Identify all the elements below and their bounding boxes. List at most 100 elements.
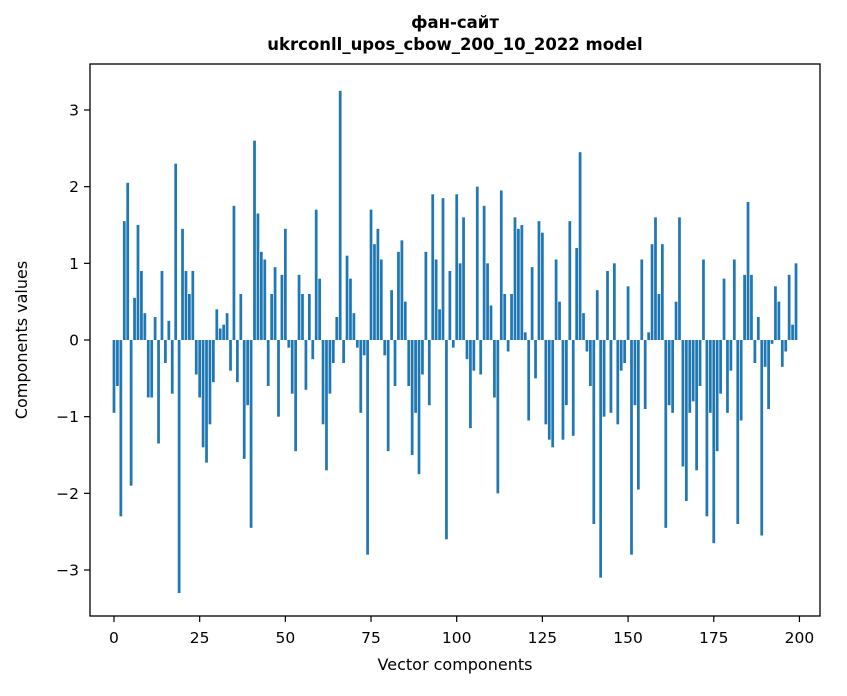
bar bbox=[636, 340, 640, 490]
y-tick-label: 2 bbox=[69, 178, 79, 196]
bar bbox=[534, 340, 537, 379]
bar bbox=[469, 340, 472, 429]
x-tick-label: 0 bbox=[109, 629, 119, 647]
bar bbox=[232, 205, 236, 340]
bar bbox=[623, 340, 627, 363]
bar bbox=[410, 340, 414, 455]
x-tick-label: 200 bbox=[785, 629, 815, 647]
bar bbox=[760, 340, 764, 536]
x-tick-label: 75 bbox=[361, 629, 381, 647]
bar bbox=[496, 340, 500, 494]
bar bbox=[674, 301, 678, 340]
bars-layer bbox=[112, 90, 798, 593]
bar bbox=[441, 198, 445, 340]
bar bbox=[359, 340, 363, 413]
bar bbox=[283, 228, 287, 340]
bar bbox=[726, 340, 729, 413]
bar bbox=[431, 194, 435, 340]
bar bbox=[366, 340, 369, 555]
bar bbox=[451, 340, 455, 348]
bar bbox=[684, 340, 688, 501]
bar bbox=[705, 340, 709, 517]
chart-title-line2: ukrconll_upos_cbow_200_10_2022 model bbox=[267, 35, 642, 54]
bar bbox=[657, 294, 661, 340]
x-tick-label: 150 bbox=[613, 629, 643, 647]
bar bbox=[177, 340, 181, 593]
bar bbox=[352, 313, 356, 340]
y-axis-label: Components values bbox=[12, 261, 31, 419]
x-tick-label: 25 bbox=[190, 629, 210, 647]
bar bbox=[619, 340, 623, 371]
bar bbox=[681, 340, 685, 467]
bar bbox=[736, 340, 740, 524]
bar bbox=[746, 202, 750, 340]
bar bbox=[647, 332, 651, 340]
bar bbox=[355, 340, 359, 348]
bar bbox=[122, 221, 126, 340]
bar bbox=[787, 274, 791, 340]
bar bbox=[225, 313, 229, 340]
bar bbox=[311, 340, 315, 360]
bar bbox=[664, 340, 668, 528]
bar bbox=[544, 340, 548, 425]
bar bbox=[307, 294, 311, 340]
bar bbox=[678, 217, 681, 340]
bar bbox=[256, 213, 260, 340]
bar bbox=[153, 317, 157, 340]
bar bbox=[249, 340, 253, 528]
bar bbox=[698, 340, 702, 386]
bar bbox=[582, 313, 585, 340]
bar bbox=[739, 340, 743, 421]
bar bbox=[170, 340, 174, 394]
bar bbox=[150, 340, 154, 398]
bar bbox=[126, 182, 130, 340]
bar bbox=[331, 340, 335, 363]
bar bbox=[242, 340, 246, 459]
bar bbox=[119, 340, 123, 517]
bar bbox=[270, 294, 274, 340]
bar bbox=[184, 271, 188, 340]
bar bbox=[424, 251, 428, 340]
x-tick-label: 50 bbox=[275, 629, 295, 647]
bar bbox=[325, 340, 328, 471]
bar bbox=[499, 190, 503, 340]
bar bbox=[732, 259, 736, 340]
bar bbox=[390, 290, 393, 340]
bar bbox=[421, 340, 424, 375]
bar bbox=[273, 267, 277, 340]
x-tick-label: 175 bbox=[699, 629, 729, 647]
bar bbox=[116, 340, 119, 386]
bar bbox=[750, 274, 753, 340]
bar bbox=[479, 340, 483, 375]
bar bbox=[304, 340, 308, 390]
y-tick-label: 0 bbox=[69, 332, 79, 350]
bar bbox=[386, 340, 390, 452]
bar bbox=[695, 340, 698, 471]
bar bbox=[318, 278, 321, 340]
bar bbox=[633, 340, 637, 406]
bar bbox=[194, 340, 198, 375]
bar bbox=[188, 294, 191, 340]
bar bbox=[486, 263, 489, 340]
bar bbox=[643, 340, 647, 409]
bar bbox=[297, 274, 301, 340]
bar bbox=[592, 340, 596, 524]
bar bbox=[585, 340, 589, 352]
bar bbox=[280, 274, 284, 340]
bar bbox=[445, 340, 448, 540]
bar bbox=[205, 340, 208, 463]
bar bbox=[503, 294, 507, 340]
bar bbox=[314, 209, 318, 340]
bar bbox=[400, 240, 404, 340]
bar bbox=[551, 340, 555, 448]
bar bbox=[181, 228, 184, 340]
bar bbox=[609, 340, 613, 413]
bar bbox=[595, 290, 599, 340]
bar bbox=[215, 309, 219, 340]
bar bbox=[547, 340, 551, 440]
bar bbox=[506, 340, 510, 352]
bar bbox=[774, 286, 777, 340]
bar bbox=[321, 340, 325, 425]
bar bbox=[640, 259, 644, 340]
bar bbox=[575, 248, 579, 340]
